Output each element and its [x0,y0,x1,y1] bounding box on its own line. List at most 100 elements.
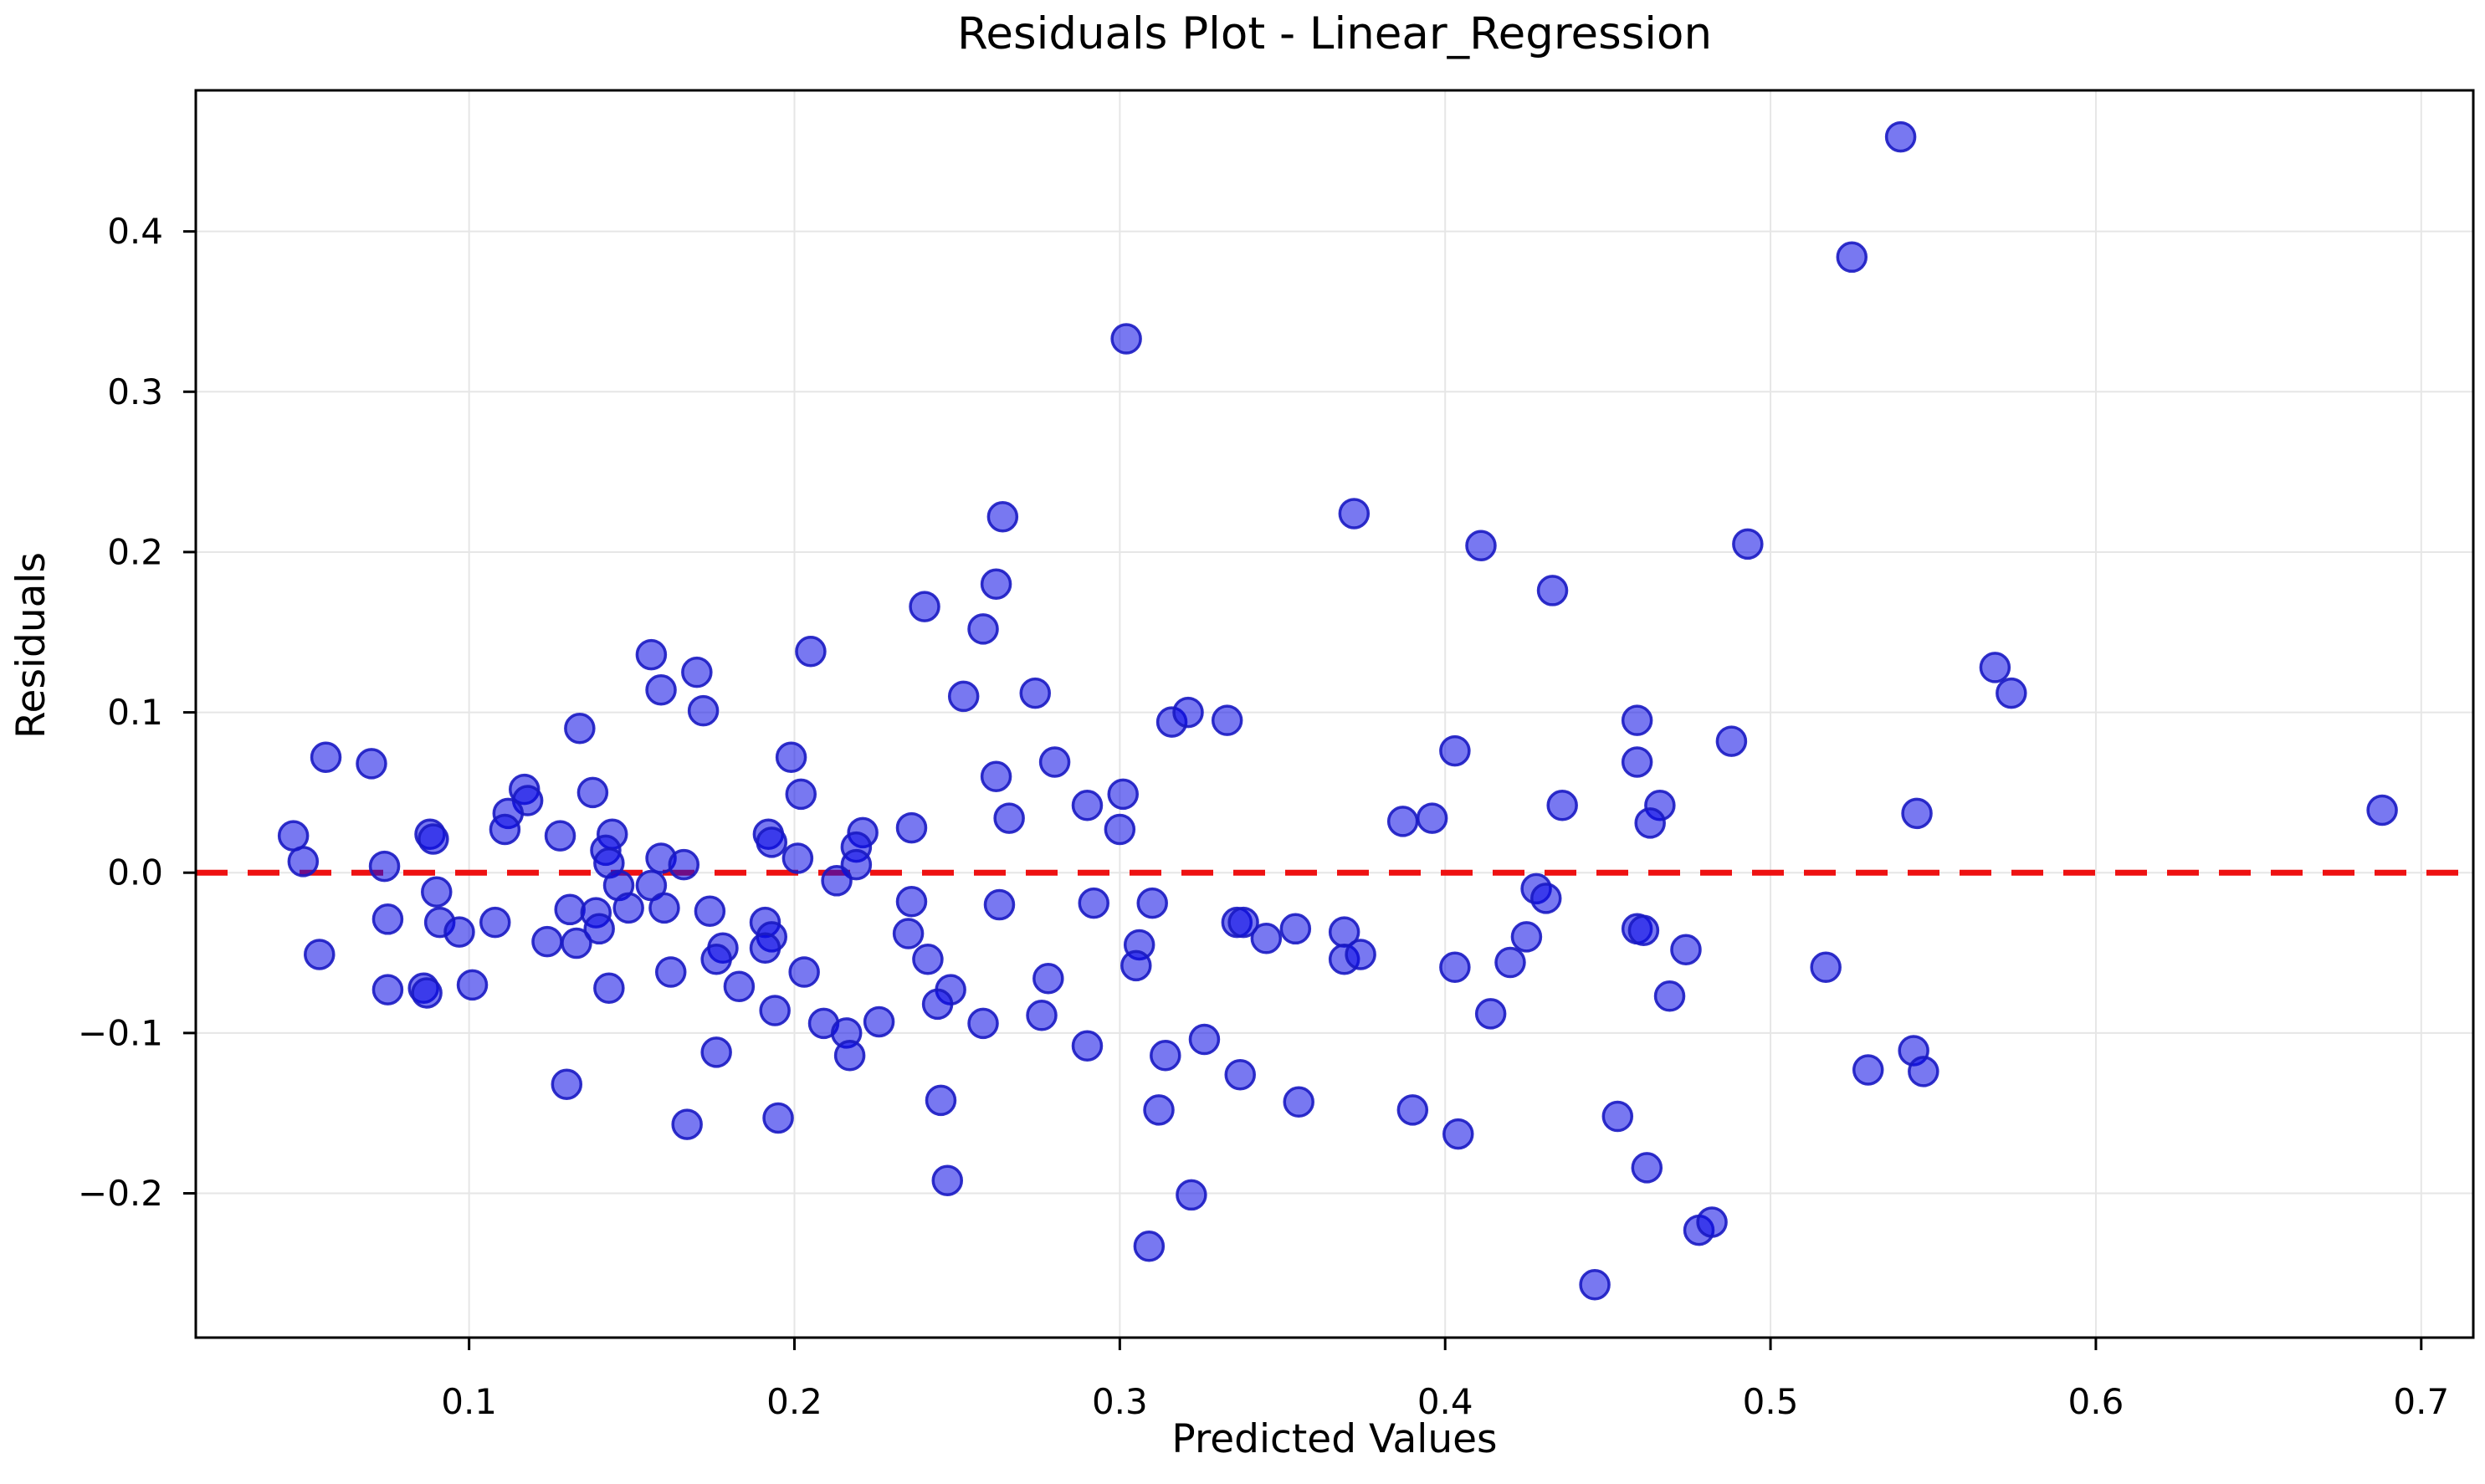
scatter-point [371,903,404,935]
scatter-point [1120,949,1152,982]
scatter-point [421,876,453,908]
scatter-point [980,760,1012,792]
scatter-point [456,969,489,1001]
scatter-point [1078,887,1109,919]
scatter-point [1439,951,1471,984]
scatter-point [564,712,596,745]
scatter-point [1653,980,1686,1012]
scatter-point [700,943,732,975]
scatter-point [479,906,511,939]
scatter-point [694,895,726,927]
scatter-point [980,568,1012,601]
y-tick-label: −0.1 [78,1012,163,1053]
scatter-point [1510,921,1543,953]
scatter-point [1836,241,1868,274]
scatter-point [645,674,677,706]
scatter-point [1026,1000,1058,1031]
scatter-point [967,613,999,645]
scatter-point [909,591,940,622]
scatter-point [1670,934,1702,965]
scatter-point [583,913,615,945]
scatter-point [418,823,449,855]
scatter-point [411,977,443,1009]
scatter-point [1852,1054,1884,1086]
scatter-point [833,1039,866,1072]
scatter-point [921,988,954,1021]
y-tick-label: 0.2 [107,531,163,572]
scatter-point [1631,1152,1663,1184]
scatter-point [1172,696,1204,729]
scatter-point [1227,906,1259,939]
axes-box [194,89,2475,1339]
scatter-point [681,656,713,688]
scatter-point [2366,794,2398,826]
scatter-point [983,888,1016,921]
scatter-point [544,820,576,852]
scatter-point [1494,946,1526,979]
scatter-point [277,820,310,852]
x-tick-label: 0.3 [1092,1381,1148,1422]
scatter-point [368,850,401,883]
scatter-point [967,1007,999,1040]
scatter-point [554,893,586,926]
x-tick-label: 0.1 [441,1381,497,1422]
scatter-point [749,932,781,965]
scatter-point [551,1068,583,1100]
scatter-point [612,892,644,924]
scatter-point [1621,746,1653,778]
scatter-point [635,638,668,671]
scatter-point [531,925,563,958]
scatter-point [1032,962,1064,995]
scatter-point [1442,1118,1474,1150]
scatter-point [561,927,592,959]
plot-title: Residuals Plot - Linear_Regression [956,8,1713,59]
scatter-point [1188,1023,1221,1056]
scatter-point [1732,528,1764,560]
scatter-point [775,741,807,773]
scatter-point [1627,914,1660,946]
scatter-point [895,885,928,918]
scatter-point [1908,1056,1939,1087]
scatter-point [1416,802,1448,834]
scatter-point [895,811,928,844]
y-tick-label: 0.0 [107,852,163,893]
x-tick-label: 0.4 [1417,1381,1473,1422]
scatter-point [287,846,320,878]
scatter-point [1345,939,1376,970]
scatter-point [1250,923,1283,954]
scatter-point [986,501,1019,533]
x-tick-label: 0.7 [2393,1381,2449,1422]
scatter-point [1224,1058,1256,1091]
scatter-point [1810,951,1842,984]
scatter-point [795,636,827,668]
scatter-point [1696,1206,1728,1238]
scatter-point [593,972,625,1004]
scatter-point [931,1164,964,1196]
scatter-point [1038,746,1071,778]
scatter-point [310,741,342,773]
scatter-point [1133,1231,1166,1262]
scatter-point [371,974,404,1006]
scatter-point [1474,998,1507,1030]
scatter-point [1386,806,1419,837]
scatter-point [892,918,925,949]
scatter-point [1283,1086,1314,1118]
scatter-point [1143,1094,1175,1126]
scatter-point [1107,778,1139,811]
scatter-point [668,848,700,881]
scatter-point [1396,1094,1429,1126]
scatter-point [671,1108,703,1140]
scatter-point [489,813,521,846]
scatter-point [304,939,336,970]
scatter-point [1979,652,2011,683]
y-tick-label: 0.3 [107,371,163,412]
scatter-point [1546,789,1578,821]
x-tick-label: 0.6 [2068,1381,2124,1422]
x-axis-label: Predicted Values [1171,1416,1498,1462]
scatter-point [788,956,820,988]
scatter-point [759,995,791,1026]
scatter-point [1279,913,1312,945]
y-tick-label: −0.2 [78,1173,163,1214]
scatter-point [1019,677,1052,709]
scatter-point [993,802,1025,834]
